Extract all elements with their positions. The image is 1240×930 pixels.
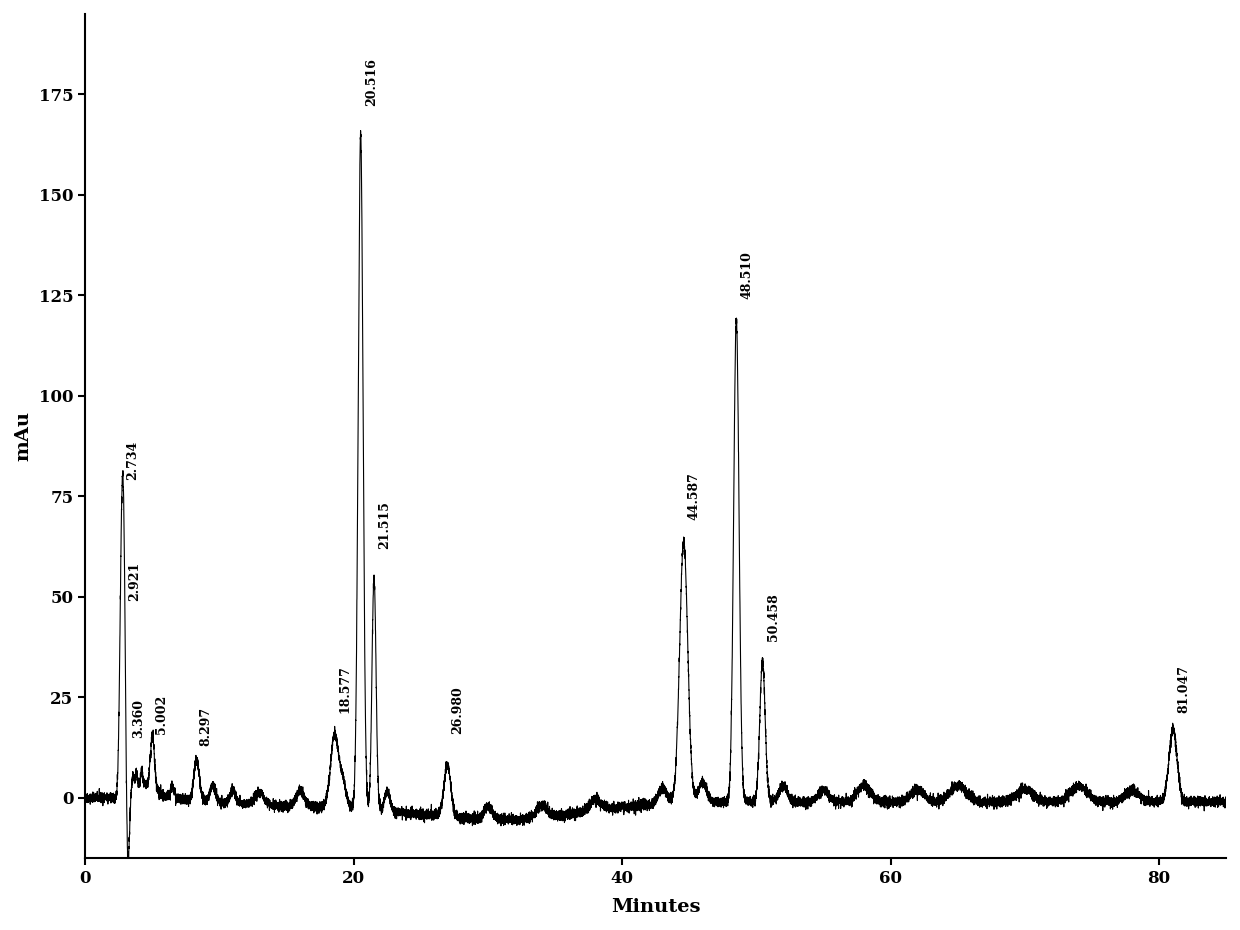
X-axis label: Minutes: Minutes [611, 898, 701, 916]
Y-axis label: mAu: mAu [14, 411, 32, 461]
Text: 20.516: 20.516 [365, 59, 378, 106]
Text: 8.297: 8.297 [200, 707, 212, 746]
Text: 18.577: 18.577 [339, 666, 352, 713]
Text: 5.002: 5.002 [155, 695, 169, 734]
Text: 3.360: 3.360 [133, 698, 145, 737]
Text: 26.980: 26.980 [451, 685, 465, 734]
Text: 50.458: 50.458 [766, 593, 780, 641]
Text: 48.510: 48.510 [740, 251, 754, 299]
Text: 2.921: 2.921 [129, 562, 141, 601]
Text: 2.734: 2.734 [126, 441, 139, 480]
Text: 81.047: 81.047 [1177, 666, 1190, 713]
Text: 44.587: 44.587 [688, 472, 701, 521]
Text: 21.515: 21.515 [378, 500, 391, 549]
